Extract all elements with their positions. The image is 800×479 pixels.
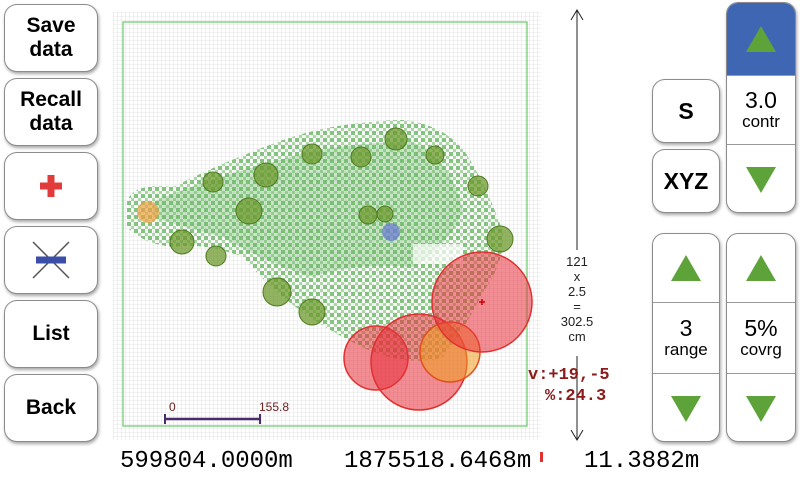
recall-data-button[interactable]: Recall data (4, 78, 98, 146)
delete-point-button[interactable] (4, 226, 98, 294)
scale-start-label: 0 (169, 400, 176, 414)
gap-area (413, 244, 463, 264)
triangle-up-icon (746, 26, 776, 52)
add-point-button[interactable] (4, 152, 98, 220)
dimension-count: 121 (566, 254, 588, 269)
triangle-up-icon (671, 255, 701, 281)
scale-bar: 0 155.8 (164, 400, 289, 424)
point-cloud-dense (153, 142, 463, 277)
coverage-up-button[interactable] (727, 234, 795, 302)
survey-map[interactable]: 0 155.8 (113, 12, 541, 440)
marker (358, 205, 378, 225)
triangle-down-icon (671, 395, 701, 422)
coverage-label: covrg (740, 340, 782, 359)
xyz-button[interactable]: XYZ (652, 149, 720, 213)
range-label: range (664, 340, 708, 359)
save-data-label: Save data (26, 14, 76, 61)
triangle-up-icon (746, 255, 776, 281)
contrast-control: 3.0 contr (726, 2, 796, 213)
marker (253, 162, 279, 188)
marker (350, 146, 372, 168)
marker (425, 145, 445, 165)
x-delete-icon (32, 241, 70, 279)
marker (202, 171, 224, 193)
marker (467, 175, 489, 197)
v-offset-value: v:+19,-5 (528, 366, 610, 385)
coverage-display: 5% covrg (727, 302, 795, 374)
dimension-unit: cm (568, 329, 586, 344)
range-down-button[interactable] (653, 374, 719, 441)
recall-data-label: Recall data (20, 88, 82, 135)
range-control: 3 range (652, 233, 720, 442)
northing-readout: 1875518.6468m (344, 448, 532, 475)
marker (169, 229, 195, 255)
easting-readout: 599804.0000m (120, 448, 293, 475)
triangle-down-icon (746, 166, 776, 193)
dimension-total: 302.5 (560, 314, 594, 329)
coverage-circles (343, 251, 533, 411)
scale-end-label: 155.8 (259, 400, 289, 414)
marker (486, 225, 514, 253)
contrast-value: 3.0 (745, 87, 777, 113)
dimension-times: x (573, 269, 581, 284)
range-up-button[interactable] (653, 234, 719, 302)
percent-value: %:24.3 (545, 387, 607, 406)
save-data-button[interactable]: Save data (4, 4, 98, 72)
dimension-spacing: 2.5 (567, 284, 587, 299)
marker (298, 298, 326, 326)
list-button[interactable]: List (4, 300, 98, 368)
s-button[interactable]: S (652, 79, 720, 143)
contrast-up-button[interactable] (727, 3, 795, 75)
range-display: 3 range (653, 302, 719, 374)
plus-icon (40, 175, 62, 197)
back-label: Back (25, 396, 77, 419)
orange-hotspot (137, 201, 159, 223)
marker-group (169, 127, 514, 326)
s-label: S (678, 97, 694, 124)
triangle-down-icon (746, 395, 776, 422)
position-tick (540, 452, 543, 462)
dimension-info: 121 x 2.5 = 302.5 cm (555, 254, 599, 344)
blue-hotspot (382, 223, 400, 241)
marker (205, 245, 227, 267)
contrast-display: 3.0 contr (727, 75, 795, 145)
marker (376, 205, 394, 223)
marker (384, 127, 408, 151)
list-label: List (32, 322, 70, 345)
elevation-readout: 11.3882m (584, 448, 700, 475)
marker (235, 197, 263, 225)
contrast-label: contr (742, 112, 780, 131)
range-value: 3 (679, 315, 693, 341)
marker (301, 143, 323, 165)
dimension-arrow (570, 9, 584, 441)
contrast-down-button[interactable] (727, 145, 795, 212)
coverage-control: 5% covrg (726, 233, 796, 442)
coverage-value: 5% (744, 315, 778, 341)
back-button[interactable]: Back (4, 374, 98, 442)
xyz-label: XYZ (663, 167, 709, 194)
map-boundary (122, 21, 528, 427)
marker (262, 277, 292, 307)
coverage-down-button[interactable] (727, 374, 795, 441)
dimension-equals: = (573, 299, 581, 314)
